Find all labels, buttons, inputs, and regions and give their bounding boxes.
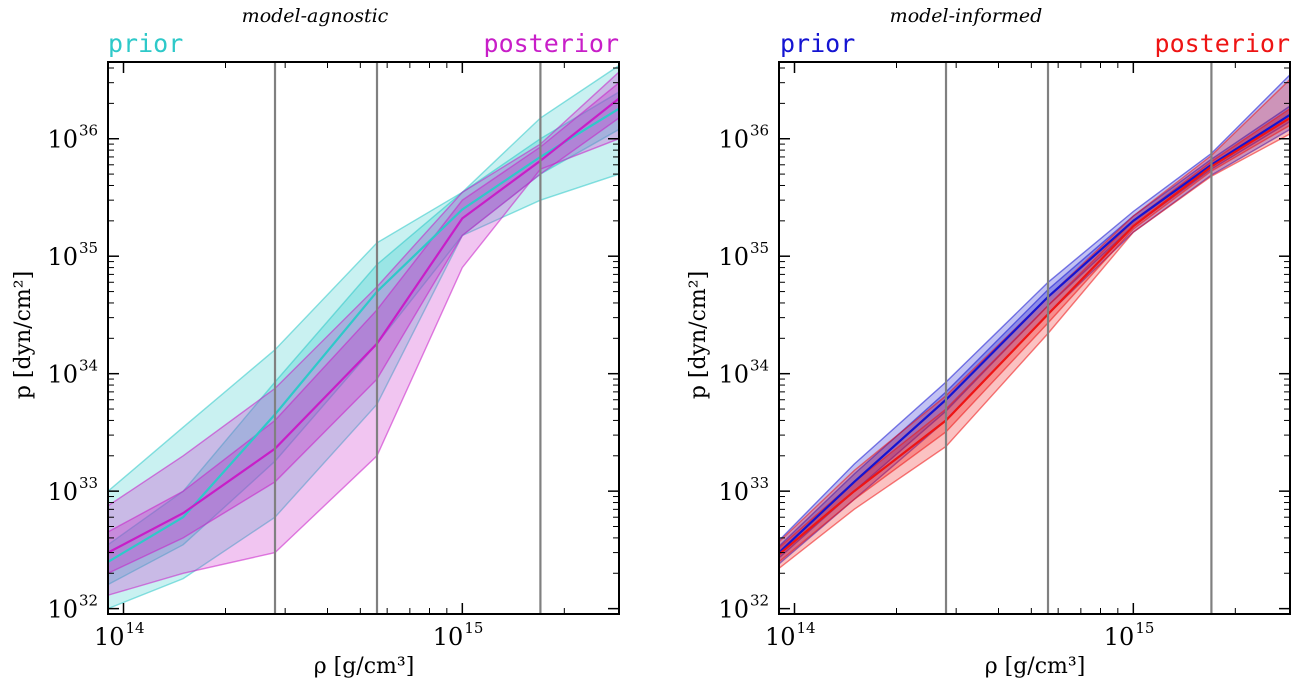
prior-inner-band <box>108 91 619 586</box>
y-axis-label: p [dyn/cm²] <box>686 271 711 399</box>
axis-labels: ρ [g/cm³] p [dyn/cm²] <box>686 271 1085 679</box>
prior-outer-band <box>108 64 619 610</box>
x-tick-label: 10 <box>765 623 796 651</box>
posterior-inner-band <box>108 81 619 575</box>
x-tick-exponent: 14 <box>797 619 816 637</box>
y-tick-label: 10 <box>47 596 78 624</box>
y-tick-exponent: 33 <box>79 474 98 492</box>
y-tick-exponent: 34 <box>750 357 769 375</box>
legend-posterior: posterior <box>484 29 619 58</box>
y-tick-exponent: 36 <box>79 122 98 140</box>
y-tick-label: 10 <box>718 361 749 389</box>
y-axis-label: p [dyn/cm²] <box>11 271 36 399</box>
y-tick-label: 10 <box>718 596 749 624</box>
y-tick-label: 10 <box>47 126 78 154</box>
plot-clip <box>108 64 619 610</box>
x-tick-label: 10 <box>1104 623 1135 651</box>
y-tick-label: 10 <box>47 243 78 271</box>
legend-posterior: posterior <box>1155 29 1290 58</box>
x-tick-exponent: 15 <box>464 619 483 637</box>
y-tick-label: 10 <box>718 126 749 154</box>
x-tick-exponent: 15 <box>1135 619 1154 637</box>
y-tick-label: 10 <box>718 243 749 271</box>
y-tick-exponent: 34 <box>79 357 98 375</box>
y-tick-exponent: 32 <box>79 592 98 610</box>
legend-prior: prior <box>108 29 183 58</box>
panel-title: model-agnostic <box>242 5 389 27</box>
plot-clip <box>779 73 1290 570</box>
posterior-outer-band <box>108 71 619 596</box>
posterior-outer-band <box>779 78 1290 570</box>
y-tick-exponent: 35 <box>79 239 98 257</box>
x-axis-label: ρ [g/cm³] <box>985 654 1086 679</box>
y-tick-exponent: 36 <box>750 122 769 140</box>
y-tick-exponent: 33 <box>750 474 769 492</box>
x-tick-exponent: 14 <box>126 619 145 637</box>
y-tick-exponent: 32 <box>750 592 769 610</box>
y-tick-label: 10 <box>718 478 749 506</box>
y-tick-label: 10 <box>47 361 78 389</box>
x-tick-label: 10 <box>94 623 125 651</box>
x-tick-label: 10 <box>433 623 464 651</box>
legend-prior: prior <box>780 29 855 58</box>
x-axis-label: ρ [g/cm³] <box>314 654 415 679</box>
posterior-inner-band <box>779 107 1290 563</box>
prior-inner-band <box>779 105 1290 559</box>
axes-frame <box>107 61 620 615</box>
y-tick-exponent: 35 <box>750 239 769 257</box>
axes-frame <box>778 61 1291 615</box>
axis-labels: ρ [g/cm³] p [dyn/cm²] <box>11 271 414 679</box>
panel-title: model-informed <box>890 5 1043 27</box>
y-tick-label: 10 <box>47 478 78 506</box>
